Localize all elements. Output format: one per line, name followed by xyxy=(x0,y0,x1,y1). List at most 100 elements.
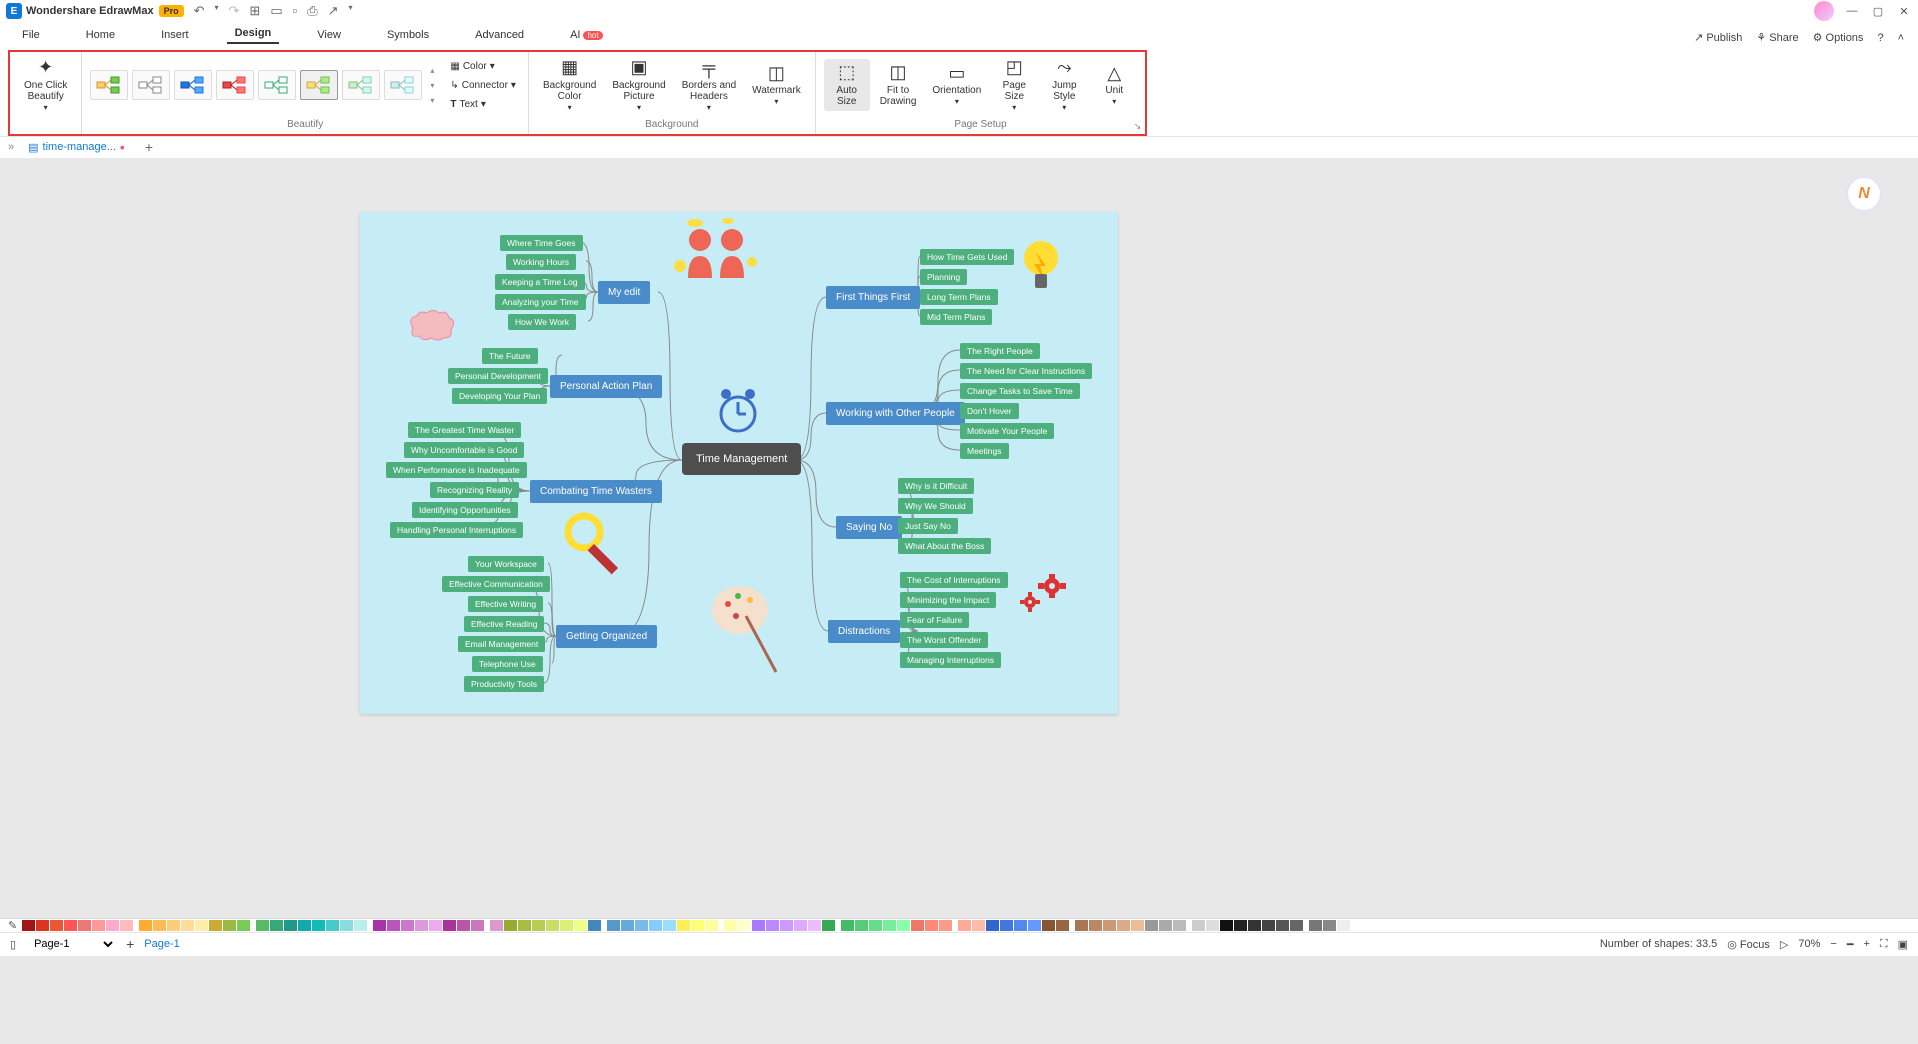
options-button[interactable]: ⚙ Options xyxy=(1813,31,1864,44)
leaf-node[interactable]: Managing Interruptions xyxy=(900,652,1001,668)
color-chip-49[interactable] xyxy=(738,920,751,931)
central-node[interactable]: Time Management xyxy=(682,443,801,475)
print-icon[interactable]: ⎙ xyxy=(307,3,317,19)
color-chip-63[interactable] xyxy=(939,920,952,931)
color-chip-9[interactable] xyxy=(153,920,166,931)
watermark-button[interactable]: ◫Watermark▾ xyxy=(746,60,807,112)
style-swatch-7[interactable] xyxy=(342,70,380,100)
new-icon[interactable]: ⊞ xyxy=(249,3,260,19)
color-chip-87[interactable] xyxy=(1290,920,1303,931)
menu-symbols[interactable]: Symbols xyxy=(379,26,437,44)
color-chip-45[interactable] xyxy=(677,920,690,931)
color-chip-31[interactable] xyxy=(471,920,484,931)
color-chip-15[interactable] xyxy=(237,920,250,931)
menu-file[interactable]: File xyxy=(14,26,48,44)
leaf-node[interactable]: Planning xyxy=(920,269,967,285)
color-chip-80[interactable] xyxy=(1192,920,1205,931)
style-swatch-3[interactable] xyxy=(174,70,212,100)
leaf-node[interactable]: How Time Gets Used xyxy=(920,249,1014,265)
leaf-node[interactable]: The Future xyxy=(482,348,538,364)
color-chip-32[interactable] xyxy=(490,920,503,931)
color-chip-61[interactable] xyxy=(911,920,924,931)
leaf-node[interactable]: Don't Hover xyxy=(960,403,1019,419)
color-chip-38[interactable] xyxy=(574,920,587,931)
style-swatch-5[interactable] xyxy=(258,70,296,100)
color-chip-56[interactable] xyxy=(841,920,854,931)
collapse-ribbon-icon[interactable]: ˄ xyxy=(1898,31,1904,44)
leaf-node[interactable]: Analyzing your Time xyxy=(495,294,586,310)
color-chip-48[interactable] xyxy=(724,920,737,931)
color-chip-89[interactable] xyxy=(1323,920,1336,931)
file-tab[interactable]: ▤ time-manage... • xyxy=(22,137,131,157)
focus-button[interactable]: ◎ Focus xyxy=(1727,938,1770,951)
canvas[interactable]: N Time ManagementMy editWhere Time GoesW… xyxy=(0,158,1918,918)
bg-color-button[interactable]: ▦Background Color▾ xyxy=(537,54,602,117)
branch-node[interactable]: Getting Organized xyxy=(556,625,657,648)
leaf-node[interactable]: Long Term Plans xyxy=(920,289,998,305)
color-chip-57[interactable] xyxy=(855,920,868,931)
color-chip-60[interactable] xyxy=(897,920,910,931)
leaf-node[interactable]: Motivate Your People xyxy=(960,423,1054,439)
leaf-node[interactable]: The Right People xyxy=(960,343,1040,359)
color-chip-88[interactable] xyxy=(1309,920,1322,931)
one-click-beautify-button[interactable]: ✦ One Click Beautify ▾ xyxy=(18,54,73,117)
auto-size-button[interactable]: ⬚Auto Size xyxy=(824,59,870,111)
color-chip-11[interactable] xyxy=(181,920,194,931)
add-page-button[interactable]: + xyxy=(126,936,134,952)
color-chip-91[interactable] xyxy=(1351,920,1364,931)
maximize-button[interactable]: ▢ xyxy=(1870,3,1886,19)
menu-design[interactable]: Design xyxy=(227,24,280,44)
color-chip-70[interactable] xyxy=(1042,920,1055,931)
color-chip-43[interactable] xyxy=(649,920,662,931)
text-button[interactable]: T Text▾ xyxy=(446,97,520,112)
help-icon[interactable]: ? xyxy=(1877,31,1883,44)
zoom-slider[interactable]: ━ xyxy=(1847,938,1854,951)
color-chip-77[interactable] xyxy=(1145,920,1158,931)
leaf-node[interactable]: Your Workspace xyxy=(468,556,544,572)
leaf-node[interactable]: Email Management xyxy=(458,636,545,652)
style-swatch-8[interactable] xyxy=(384,70,422,100)
branch-node[interactable]: Combating Time Wasters xyxy=(530,480,662,503)
color-chip-8[interactable] xyxy=(139,920,152,931)
color-chip-10[interactable] xyxy=(167,920,180,931)
branch-node[interactable]: First Things First xyxy=(826,286,920,309)
leaf-node[interactable]: What About the Boss xyxy=(898,538,991,554)
color-chip-2[interactable] xyxy=(50,920,63,931)
unit-button[interactable]: △Unit▾ xyxy=(1091,60,1137,112)
color-chip-79[interactable] xyxy=(1173,920,1186,931)
color-chip-58[interactable] xyxy=(869,920,882,931)
color-chip-64[interactable] xyxy=(958,920,971,931)
color-chip-59[interactable] xyxy=(883,920,896,931)
leaf-node[interactable]: Fear of Failure xyxy=(900,612,969,628)
branch-node[interactable]: Saying No xyxy=(836,516,902,539)
color-chip-18[interactable] xyxy=(284,920,297,931)
color-chip-54[interactable] xyxy=(808,920,821,931)
style-swatch-4[interactable] xyxy=(216,70,254,100)
color-chip-47[interactable] xyxy=(705,920,718,931)
leaf-node[interactable]: Where Time Goes xyxy=(500,235,583,251)
menu-advanced[interactable]: Advanced xyxy=(467,26,532,44)
open-icon[interactable]: ▭ xyxy=(270,3,282,19)
user-avatar[interactable] xyxy=(1814,1,1834,21)
undo-dropdown-icon[interactable]: ▾ xyxy=(214,3,218,19)
color-chip-66[interactable] xyxy=(986,920,999,931)
color-chip-6[interactable] xyxy=(106,920,119,931)
tabs-expand-icon[interactable]: » xyxy=(8,141,14,153)
color-chip-29[interactable] xyxy=(443,920,456,931)
leaf-node[interactable]: Recognizing Reality xyxy=(430,482,519,498)
color-chip-90[interactable] xyxy=(1337,920,1350,931)
publish-button[interactable]: ↗ Publish xyxy=(1694,31,1742,44)
borders-button[interactable]: ╤Borders and Headers▾ xyxy=(676,54,742,117)
color-chip-0[interactable] xyxy=(22,920,35,931)
color-chip-52[interactable] xyxy=(780,920,793,931)
menu-view[interactable]: View xyxy=(309,26,349,44)
leaf-node[interactable]: Effective Reading xyxy=(464,616,544,632)
close-button[interactable]: ✕ xyxy=(1896,3,1912,19)
branch-node[interactable]: Personal Action Plan xyxy=(550,375,662,398)
color-chip-82[interactable] xyxy=(1220,920,1233,931)
color-chip-40[interactable] xyxy=(607,920,620,931)
color-chip-5[interactable] xyxy=(92,920,105,931)
new-tab-button[interactable]: + xyxy=(139,139,159,155)
color-chip-75[interactable] xyxy=(1117,920,1130,931)
color-chip-7[interactable] xyxy=(120,920,133,931)
